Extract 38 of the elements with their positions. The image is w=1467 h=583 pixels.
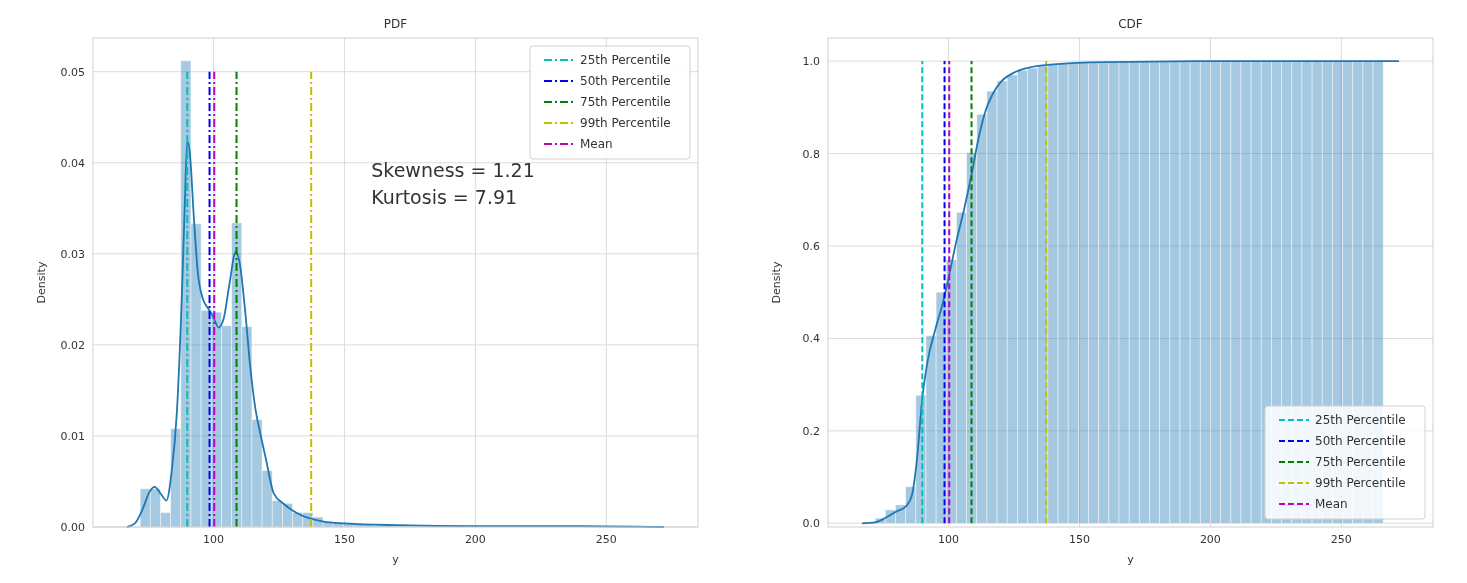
legend-label: 25th Percentile bbox=[580, 53, 671, 67]
y-tick-label: 0.4 bbox=[802, 332, 820, 346]
legend-label: Mean bbox=[1315, 497, 1348, 511]
y-axis-title: Density bbox=[770, 261, 783, 304]
legend-label: Mean bbox=[580, 137, 613, 151]
y-tick-label: 0.03 bbox=[60, 247, 85, 261]
y-tick-label: 0.2 bbox=[802, 424, 820, 438]
x-tick-label: 250 bbox=[595, 533, 617, 546]
x-tick-label: 250 bbox=[1330, 533, 1352, 546]
y-tick-label: 0.8 bbox=[802, 147, 820, 161]
y-tick-label: 0.04 bbox=[60, 156, 85, 170]
y-tick-label: 0.02 bbox=[60, 338, 85, 352]
y-tick-label: 0.01 bbox=[60, 429, 85, 443]
x-tick-label: 150 bbox=[1068, 533, 1090, 546]
chart-title: PDF bbox=[383, 17, 408, 31]
x-tick-label: 200 bbox=[464, 533, 486, 546]
chart-title: CDF bbox=[1118, 17, 1143, 31]
y-tick-label: 1.0 bbox=[802, 55, 820, 69]
y-tick-label: 0.0 bbox=[802, 517, 820, 531]
y-tick-label: 0.05 bbox=[60, 65, 85, 79]
x-tick-label: 200 bbox=[1199, 533, 1221, 546]
annotation: Skewness = 1.21 bbox=[371, 159, 535, 182]
legend-label: 50th Percentile bbox=[1315, 434, 1406, 448]
y-tick-label: 0.6 bbox=[802, 239, 820, 253]
y-tick-label: 0.00 bbox=[60, 521, 85, 534]
x-tick-label: 100 bbox=[937, 533, 959, 546]
x-axis-title: y bbox=[392, 553, 400, 566]
legend-label: 75th Percentile bbox=[580, 95, 671, 109]
legend-label: 25th Percentile bbox=[1315, 413, 1406, 427]
legend-label: 99th Percentile bbox=[580, 116, 671, 130]
x-axis-title: y bbox=[1127, 553, 1135, 566]
x-tick-label: 100 bbox=[202, 533, 224, 546]
legend-label: 50th Percentile bbox=[580, 74, 671, 88]
y-axis-title: Density bbox=[35, 261, 48, 304]
legend-label: 99th Percentile bbox=[1315, 476, 1406, 490]
annotation: Kurtosis = 7.91 bbox=[371, 186, 518, 209]
legend-label: 75th Percentile bbox=[1315, 455, 1406, 469]
x-tick-label: 150 bbox=[333, 533, 355, 546]
